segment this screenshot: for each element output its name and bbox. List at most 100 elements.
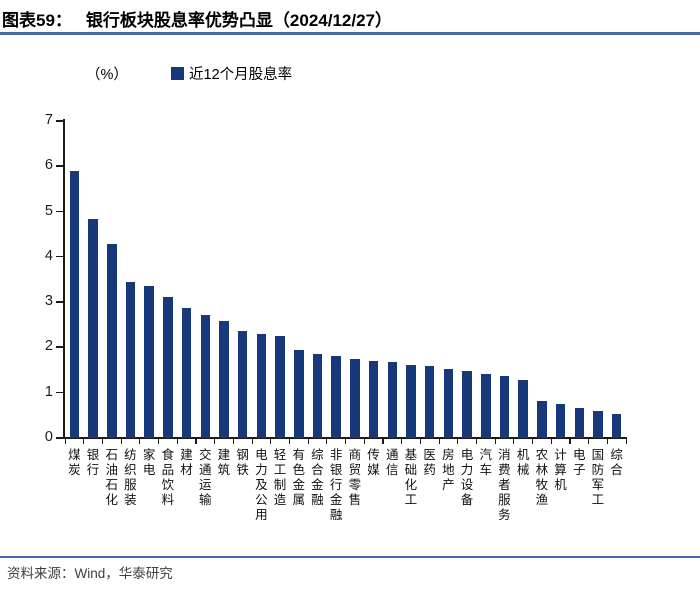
category-label: 房地产 xyxy=(442,448,455,492)
bar xyxy=(125,282,136,438)
bar xyxy=(406,364,416,438)
y-axis-tick xyxy=(56,255,64,258)
figure-title: 银行板块股息率优势凸显（2024/12/27） xyxy=(85,11,393,30)
x-axis-tick xyxy=(326,439,328,444)
bar xyxy=(462,370,472,438)
bar xyxy=(350,359,360,438)
bar xyxy=(69,170,80,438)
category-label: 有色金属 xyxy=(292,448,305,507)
bar xyxy=(88,219,98,438)
category-label: 机械 xyxy=(516,448,530,477)
bar xyxy=(163,296,173,438)
y-tick-label: 2 xyxy=(44,338,53,355)
category-label: 石油石化 xyxy=(105,448,118,507)
x-axis-tick xyxy=(401,439,403,444)
source-note: 资料来源：Wind，华泰研究 xyxy=(7,566,173,581)
bar xyxy=(593,411,603,438)
figure-title-row: 图表59： 银行板块股息率优势凸显（2024/12/27） xyxy=(2,6,392,31)
x-axis-tick xyxy=(139,439,141,444)
category-label: 农林牧渔 xyxy=(535,448,549,507)
x-axis-tick xyxy=(569,439,571,444)
title-underline xyxy=(0,32,700,35)
y-tick-label: 5 xyxy=(44,202,53,219)
x-axis-tick xyxy=(232,439,234,444)
y-tick-label: 7 xyxy=(44,112,53,128)
category-label: 建材 xyxy=(180,448,193,477)
bar xyxy=(256,334,267,438)
bar xyxy=(107,244,117,438)
category-label: 综合金融 xyxy=(311,448,324,507)
category-label: 非银行金融 xyxy=(329,448,343,522)
x-axis-tick xyxy=(588,439,590,444)
y-axis-tick xyxy=(56,391,64,394)
category-label: 电力及公用 xyxy=(255,448,268,522)
x-axis-tick xyxy=(214,439,216,444)
figure-number-label: 图表59： xyxy=(2,11,72,30)
bar xyxy=(219,320,229,438)
x-axis-tick xyxy=(550,439,552,444)
bar xyxy=(499,375,510,438)
category-label: 银行 xyxy=(86,448,100,477)
x-axis-tick xyxy=(532,439,534,444)
category-label: 综合 xyxy=(610,448,623,477)
category-label: 计算机 xyxy=(554,448,567,492)
legend-label: 近12个月股息率 xyxy=(189,67,293,83)
x-axis-tick xyxy=(606,439,608,444)
y-tick-label: 6 xyxy=(44,157,53,174)
y-tick-label: 0 xyxy=(44,429,53,445)
bar xyxy=(144,286,154,438)
category-label: 基础化工 xyxy=(404,448,418,507)
category-label: 商贸零售 xyxy=(348,448,362,507)
category-label: 家电 xyxy=(142,448,156,477)
bar xyxy=(312,353,323,438)
bar xyxy=(200,314,210,438)
y-axis-tick xyxy=(56,165,64,167)
bar xyxy=(275,336,285,438)
x-axis-tick xyxy=(307,439,309,444)
category-label: 通信 xyxy=(385,448,399,477)
x-axis-tick xyxy=(120,439,122,444)
category-label: 交通运输 xyxy=(198,448,212,507)
bar xyxy=(294,350,304,438)
bar xyxy=(181,308,192,438)
category-label: 建筑 xyxy=(217,448,231,477)
bar xyxy=(481,374,491,438)
y-axis-line xyxy=(63,119,65,439)
legend: 近12个月股息率 xyxy=(171,63,292,84)
legend-swatch-icon xyxy=(171,67,184,80)
y-axis-tick xyxy=(56,346,64,348)
bar xyxy=(611,413,622,438)
category-label: 汽车 xyxy=(479,448,492,477)
category-label: 医药 xyxy=(423,448,436,477)
x-axis-tick xyxy=(251,439,253,444)
x-axis-tick xyxy=(513,439,515,444)
y-tick-label: 4 xyxy=(44,247,53,264)
footer-divider xyxy=(0,556,700,558)
category-label: 煤炭 xyxy=(68,448,81,477)
category-label: 消费者服务 xyxy=(498,448,511,522)
bar xyxy=(237,331,248,438)
x-axis-tick xyxy=(195,439,197,444)
x-axis-tick xyxy=(288,439,291,444)
bar xyxy=(387,361,397,438)
x-axis-tick xyxy=(475,439,478,444)
bar xyxy=(331,356,341,438)
category-label: 传媒 xyxy=(367,448,380,477)
bar xyxy=(368,361,379,438)
x-axis-tick xyxy=(270,439,272,444)
y-axis-tick xyxy=(56,210,64,213)
bar xyxy=(518,380,528,438)
x-axis-tick xyxy=(83,439,85,444)
bar xyxy=(537,401,547,438)
category-label: 轻工制造 xyxy=(273,448,287,507)
category-label: 钢铁 xyxy=(236,448,249,477)
y-axis-tick xyxy=(56,120,64,122)
bar xyxy=(443,369,454,438)
x-axis-line xyxy=(63,437,627,439)
x-axis-tick xyxy=(101,439,104,444)
x-axis-tick xyxy=(419,439,421,444)
bar xyxy=(574,407,584,438)
y-axis-tick xyxy=(56,301,64,303)
